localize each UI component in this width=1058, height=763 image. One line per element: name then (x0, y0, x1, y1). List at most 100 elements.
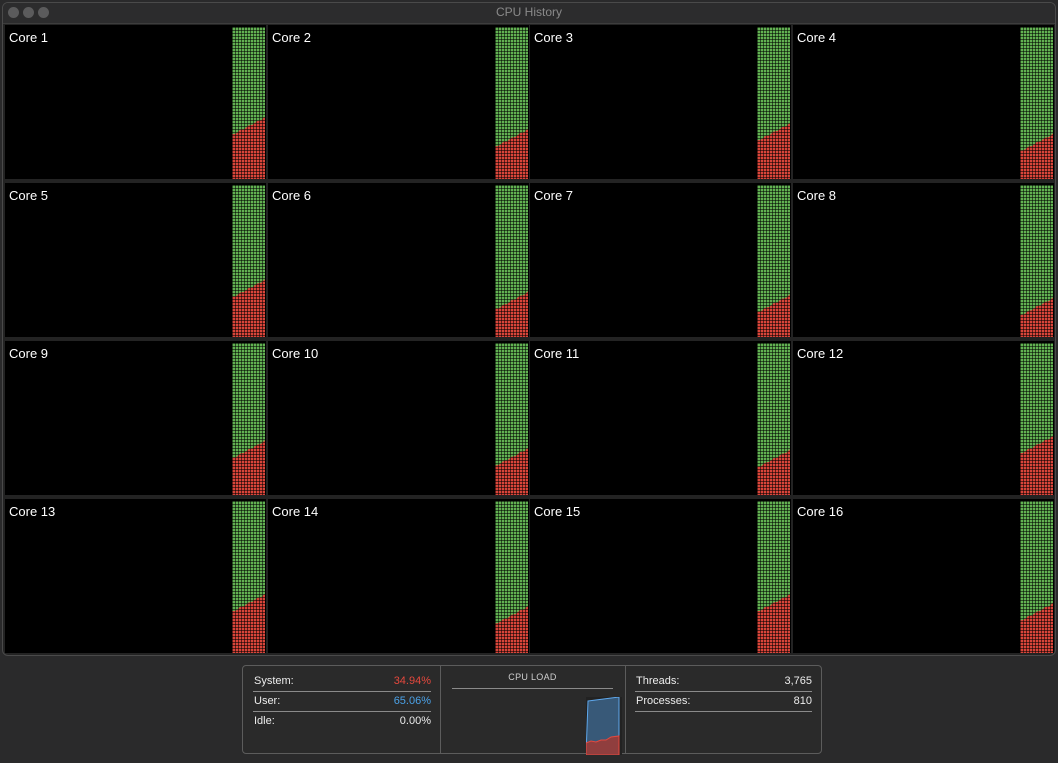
system-value: 34.94% (393, 675, 431, 687)
core-label: Core 4 (797, 30, 837, 45)
system-row: System: 34.94% (253, 672, 431, 692)
core-system-load-grid (1020, 297, 1053, 337)
process-stats-column: Threads: 3,765 Processes: 810 (625, 666, 821, 753)
minimize-window-button[interactable] (23, 7, 34, 18)
core-load-bar (757, 501, 790, 653)
core-label: Core 1 (9, 30, 49, 45)
core-load-bar (1020, 27, 1053, 179)
core-system-load-graph (1020, 297, 1053, 337)
core-panel: Core 13 (5, 499, 266, 653)
core-system-load-graph (757, 294, 790, 337)
core-system-load-grid (757, 449, 790, 495)
core-panel: Core 15 (530, 499, 791, 653)
core-system-load-graph (495, 605, 528, 653)
window-title: CPU History (495, 5, 562, 19)
core-load-bar (1020, 343, 1053, 495)
core-panel: Core 7 (530, 183, 791, 337)
core-load-bar (495, 343, 528, 495)
user-label: User: (254, 695, 281, 707)
core-system-load-grid (1020, 133, 1053, 179)
core-label: Core 12 (797, 346, 844, 361)
core-system-load-grid (495, 128, 528, 179)
core-system-load-graph (232, 593, 265, 653)
core-panel: Core 14 (268, 499, 529, 653)
core-load-bar (232, 343, 265, 495)
cpu-history-window: CPU History Core 1 Core 2 Core 3 Core 4 Core… (2, 2, 1056, 656)
core-system-load-grid (1020, 602, 1053, 653)
core-system-load-graph (232, 116, 265, 179)
zoom-window-button[interactable] (38, 7, 49, 18)
core-load-bar (1020, 185, 1053, 337)
core-system-load-grid (495, 605, 528, 653)
core-panel: Core 1 (5, 25, 266, 179)
core-system-load-grid (757, 122, 790, 179)
core-panel: Core 5 (5, 183, 266, 337)
close-window-button[interactable] (8, 7, 19, 18)
core-load-bar (757, 27, 790, 179)
idle-label: Idle: (254, 715, 275, 727)
cpu-stats-panel: System: 34.94% User: 65.06% Idle: 0.00% … (242, 665, 822, 755)
core-system-load-grid (232, 440, 265, 495)
core-system-load-grid (495, 447, 528, 495)
cpu-load-system-area (586, 735, 620, 755)
core-label: Core 14 (272, 504, 319, 519)
core-system-load-graph (495, 128, 528, 179)
core-panel: Core 12 (793, 341, 1054, 495)
user-value: 65.06% (393, 695, 431, 707)
core-load-bar (495, 501, 528, 653)
core-load-bar (757, 343, 790, 495)
core-system-load-graph (232, 440, 265, 495)
cpu-load-title: CPU LOAD (452, 672, 613, 689)
cpu-usage-column: System: 34.94% User: 65.06% Idle: 0.00% (243, 666, 441, 753)
core-system-load-grid (232, 116, 265, 179)
core-system-load-graph (1020, 133, 1053, 179)
processes-label: Processes: (636, 695, 691, 707)
core-load-bar (1020, 501, 1053, 653)
core-system-load-graph (495, 291, 528, 337)
core-system-load-graph (232, 279, 265, 337)
processes-row: Processes: 810 (635, 692, 812, 712)
core-system-load-graph (757, 449, 790, 495)
core-system-load-graph (757, 593, 790, 653)
core-system-load-grid (232, 593, 265, 653)
core-load-bar (232, 185, 265, 337)
core-system-load-graph (495, 447, 528, 495)
core-load-bar (757, 185, 790, 337)
core-panel: Core 8 (793, 183, 1054, 337)
core-label: Core 10 (272, 346, 319, 361)
core-load-bar (232, 501, 265, 653)
core-panel: Core 2 (268, 25, 529, 179)
core-load-bar (495, 185, 528, 337)
core-system-load-graph (1020, 435, 1053, 495)
core-label: Core 11 (534, 346, 580, 361)
core-label: Core 2 (272, 30, 312, 45)
core-system-load-grid (1020, 435, 1053, 495)
core-label: Core 6 (272, 188, 312, 203)
threads-label: Threads: (636, 675, 680, 687)
core-label: Core 7 (534, 188, 574, 203)
core-label: Core 5 (9, 188, 49, 203)
core-panel: Core 11 (530, 341, 791, 495)
core-grid: Core 1 Core 2 Core 3 Core 4 Core 5 Core 6 Core… (3, 23, 1055, 655)
core-panel: Core 16 (793, 499, 1054, 653)
core-panel: Core 6 (268, 183, 529, 337)
window-titlebar[interactable]: CPU History (3, 3, 1055, 24)
core-system-load-grid (757, 593, 790, 653)
core-panel: Core 10 (268, 341, 529, 495)
core-panel: Core 3 (530, 25, 791, 179)
threads-row: Threads: 3,765 (635, 672, 812, 692)
core-system-load-graph (1020, 602, 1053, 653)
core-system-load-grid (495, 291, 528, 337)
system-label: System: (254, 675, 294, 687)
core-system-load-grid (232, 279, 265, 337)
idle-value: 0.00% (399, 715, 431, 727)
core-panel: Core 4 (793, 25, 1054, 179)
cpu-load-graph (586, 697, 622, 755)
core-label: Core 16 (797, 504, 844, 519)
core-load-bar (495, 27, 528, 179)
cpu-load-column: CPU LOAD (440, 666, 626, 755)
core-system-load-grid (757, 294, 790, 337)
core-label: Core 13 (9, 504, 56, 519)
core-label: Core 8 (797, 188, 837, 203)
core-label: Core 15 (534, 504, 581, 519)
